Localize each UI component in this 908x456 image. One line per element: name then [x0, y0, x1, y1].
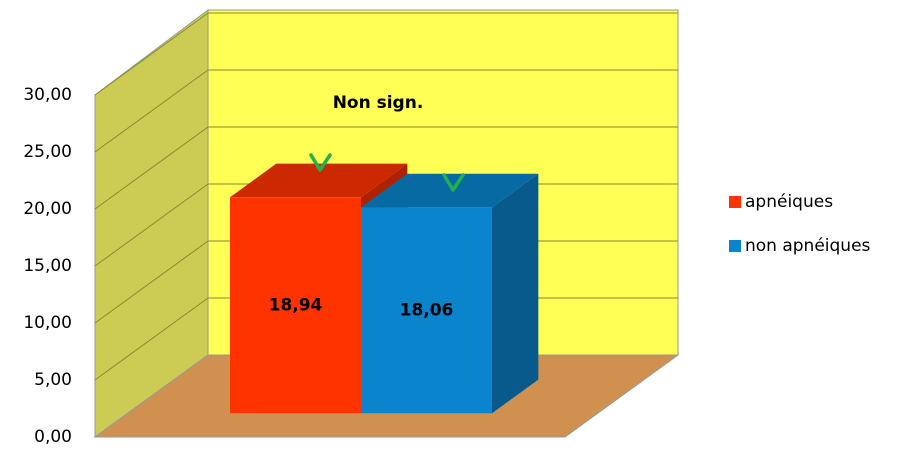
- legend-label: apnéiques: [745, 192, 833, 212]
- grid-line: [94, 297, 209, 381]
- bar-side: [492, 173, 539, 414]
- y-tick-label: 25,00: [23, 142, 72, 162]
- legend: apnéiques non apnéiques: [729, 192, 871, 256]
- check-mark: [309, 153, 332, 172]
- bar: 18,06: [361, 173, 539, 414]
- grid-line: [94, 69, 209, 153]
- grid-line: [94, 240, 209, 324]
- bar-top: [361, 173, 539, 208]
- y-tick-label: 5,00: [34, 370, 72, 390]
- bar-front: [361, 207, 492, 414]
- legend-label: non apnéiques: [745, 236, 871, 256]
- legend-swatch: [729, 240, 741, 252]
- y-tick-label: 10,00: [23, 313, 72, 333]
- legend-swatch: [729, 196, 741, 208]
- grid-line: [94, 12, 209, 96]
- check-mark: [442, 173, 465, 192]
- annotation: Non sign.: [333, 93, 424, 113]
- grid-line: [94, 183, 209, 267]
- y-tick-label: 15,00: [23, 256, 72, 276]
- grid-line: [94, 126, 209, 210]
- bars: 18,94 18,06: [230, 163, 539, 414]
- y-tick-label: 30,00: [23, 85, 72, 105]
- y-tick-label: 20,00: [23, 199, 72, 219]
- value-label: 18,06: [400, 300, 454, 320]
- y-tick-label: 0,00: [34, 427, 72, 447]
- bar-top: [230, 163, 408, 198]
- bar-front: [230, 197, 361, 414]
- value-label: 18,94: [269, 295, 323, 315]
